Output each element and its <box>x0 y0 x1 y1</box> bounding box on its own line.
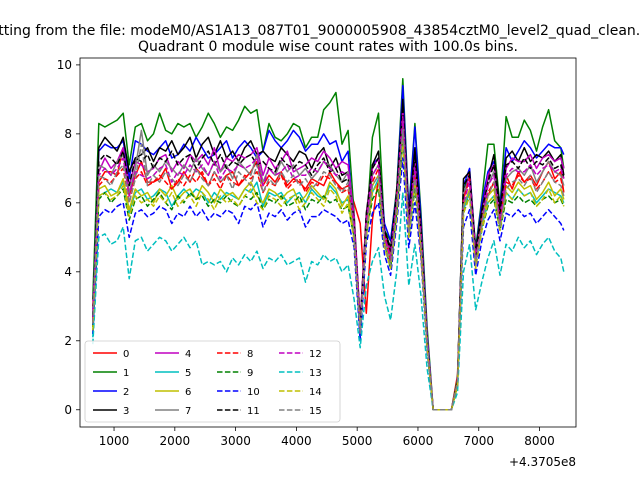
x-tick-label: 3000 <box>220 434 251 448</box>
legend-label: 15 <box>309 406 322 417</box>
series-line-9 <box>92 140 565 411</box>
series-line-11 <box>92 105 565 411</box>
x-tick-label: 6000 <box>403 434 434 448</box>
x-tick-label: 5000 <box>342 434 373 448</box>
series-line-2 <box>92 84 565 411</box>
legend-label: 13 <box>309 368 322 379</box>
legend-label: 1 <box>123 368 129 379</box>
x-tick-label: 7000 <box>463 434 494 448</box>
y-tick-label: 6 <box>64 196 72 210</box>
series-line-5 <box>92 129 565 411</box>
legend-label: 8 <box>247 349 253 360</box>
chart-title: Quadrant 0 module wise count rates with … <box>138 39 518 55</box>
legend-label: 4 <box>185 349 191 360</box>
legend-item-5: 5 <box>155 368 191 379</box>
axes-frame <box>79 57 577 428</box>
legend-label: 7 <box>185 406 191 417</box>
series-line-14 <box>92 140 565 411</box>
series-line-12 <box>92 115 565 411</box>
legend-box <box>84 340 341 423</box>
plot-area <box>92 77 565 411</box>
legend-label: 5 <box>185 368 191 379</box>
legend-item-3: 3 <box>93 406 129 417</box>
axes-border <box>79 57 577 428</box>
y-tick-label: 0 <box>64 403 72 417</box>
legend-label: 10 <box>247 387 260 398</box>
legend-label: 0 <box>123 349 129 360</box>
suptitle: Plotting from the file: modeM0/AS1A13_08… <box>0 23 640 39</box>
x-tick-label: 1000 <box>99 434 130 448</box>
x-tick-label: 8000 <box>524 434 555 448</box>
y-tick-label: 2 <box>64 334 72 348</box>
legend-label: 14 <box>309 387 322 398</box>
y-tick-label: 4 <box>64 265 72 279</box>
legend-item-15: 15 <box>279 406 322 417</box>
x-tick-label: 4000 <box>281 434 312 448</box>
legend-item-8: 8 <box>217 349 253 360</box>
y-tick-label: 10 <box>57 58 72 72</box>
legend-item-4: 4 <box>155 349 191 360</box>
legend-item-11: 11 <box>217 406 260 417</box>
series-line-10 <box>92 157 565 411</box>
legend-item-10: 10 <box>217 387 260 398</box>
legend-item-14: 14 <box>279 387 322 398</box>
legend-item-1: 1 <box>93 368 129 379</box>
legend-item-9: 9 <box>217 368 253 379</box>
legend-item-7: 7 <box>155 406 191 417</box>
legend-label: 9 <box>247 368 253 379</box>
y-axis: 0 2 4 6 8 10 <box>57 58 80 417</box>
series-line-15 <box>92 129 565 411</box>
legend-label: 12 <box>309 349 322 360</box>
legend-item-6: 6 <box>155 387 191 398</box>
x-offset-label: +4.3705e8 <box>509 455 576 469</box>
legend-label: 3 <box>123 406 129 417</box>
series-line-8 <box>92 115 565 411</box>
legend-item-13: 13 <box>279 368 322 379</box>
x-tick-label: 2000 <box>160 434 191 448</box>
y-tick-label: 8 <box>64 127 72 141</box>
series-line-1 <box>92 77 565 411</box>
legend-label: 2 <box>123 387 129 398</box>
legend-item-0: 0 <box>93 349 129 360</box>
legend-label: 6 <box>185 387 191 398</box>
legend-label: 11 <box>247 406 260 417</box>
x-axis: 1000 2000 3000 4000 5000 6000 7000 8000 <box>99 427 555 448</box>
series-line-4 <box>92 108 565 411</box>
legend-item-2: 2 <box>93 387 129 398</box>
legend-item-12: 12 <box>279 349 322 360</box>
